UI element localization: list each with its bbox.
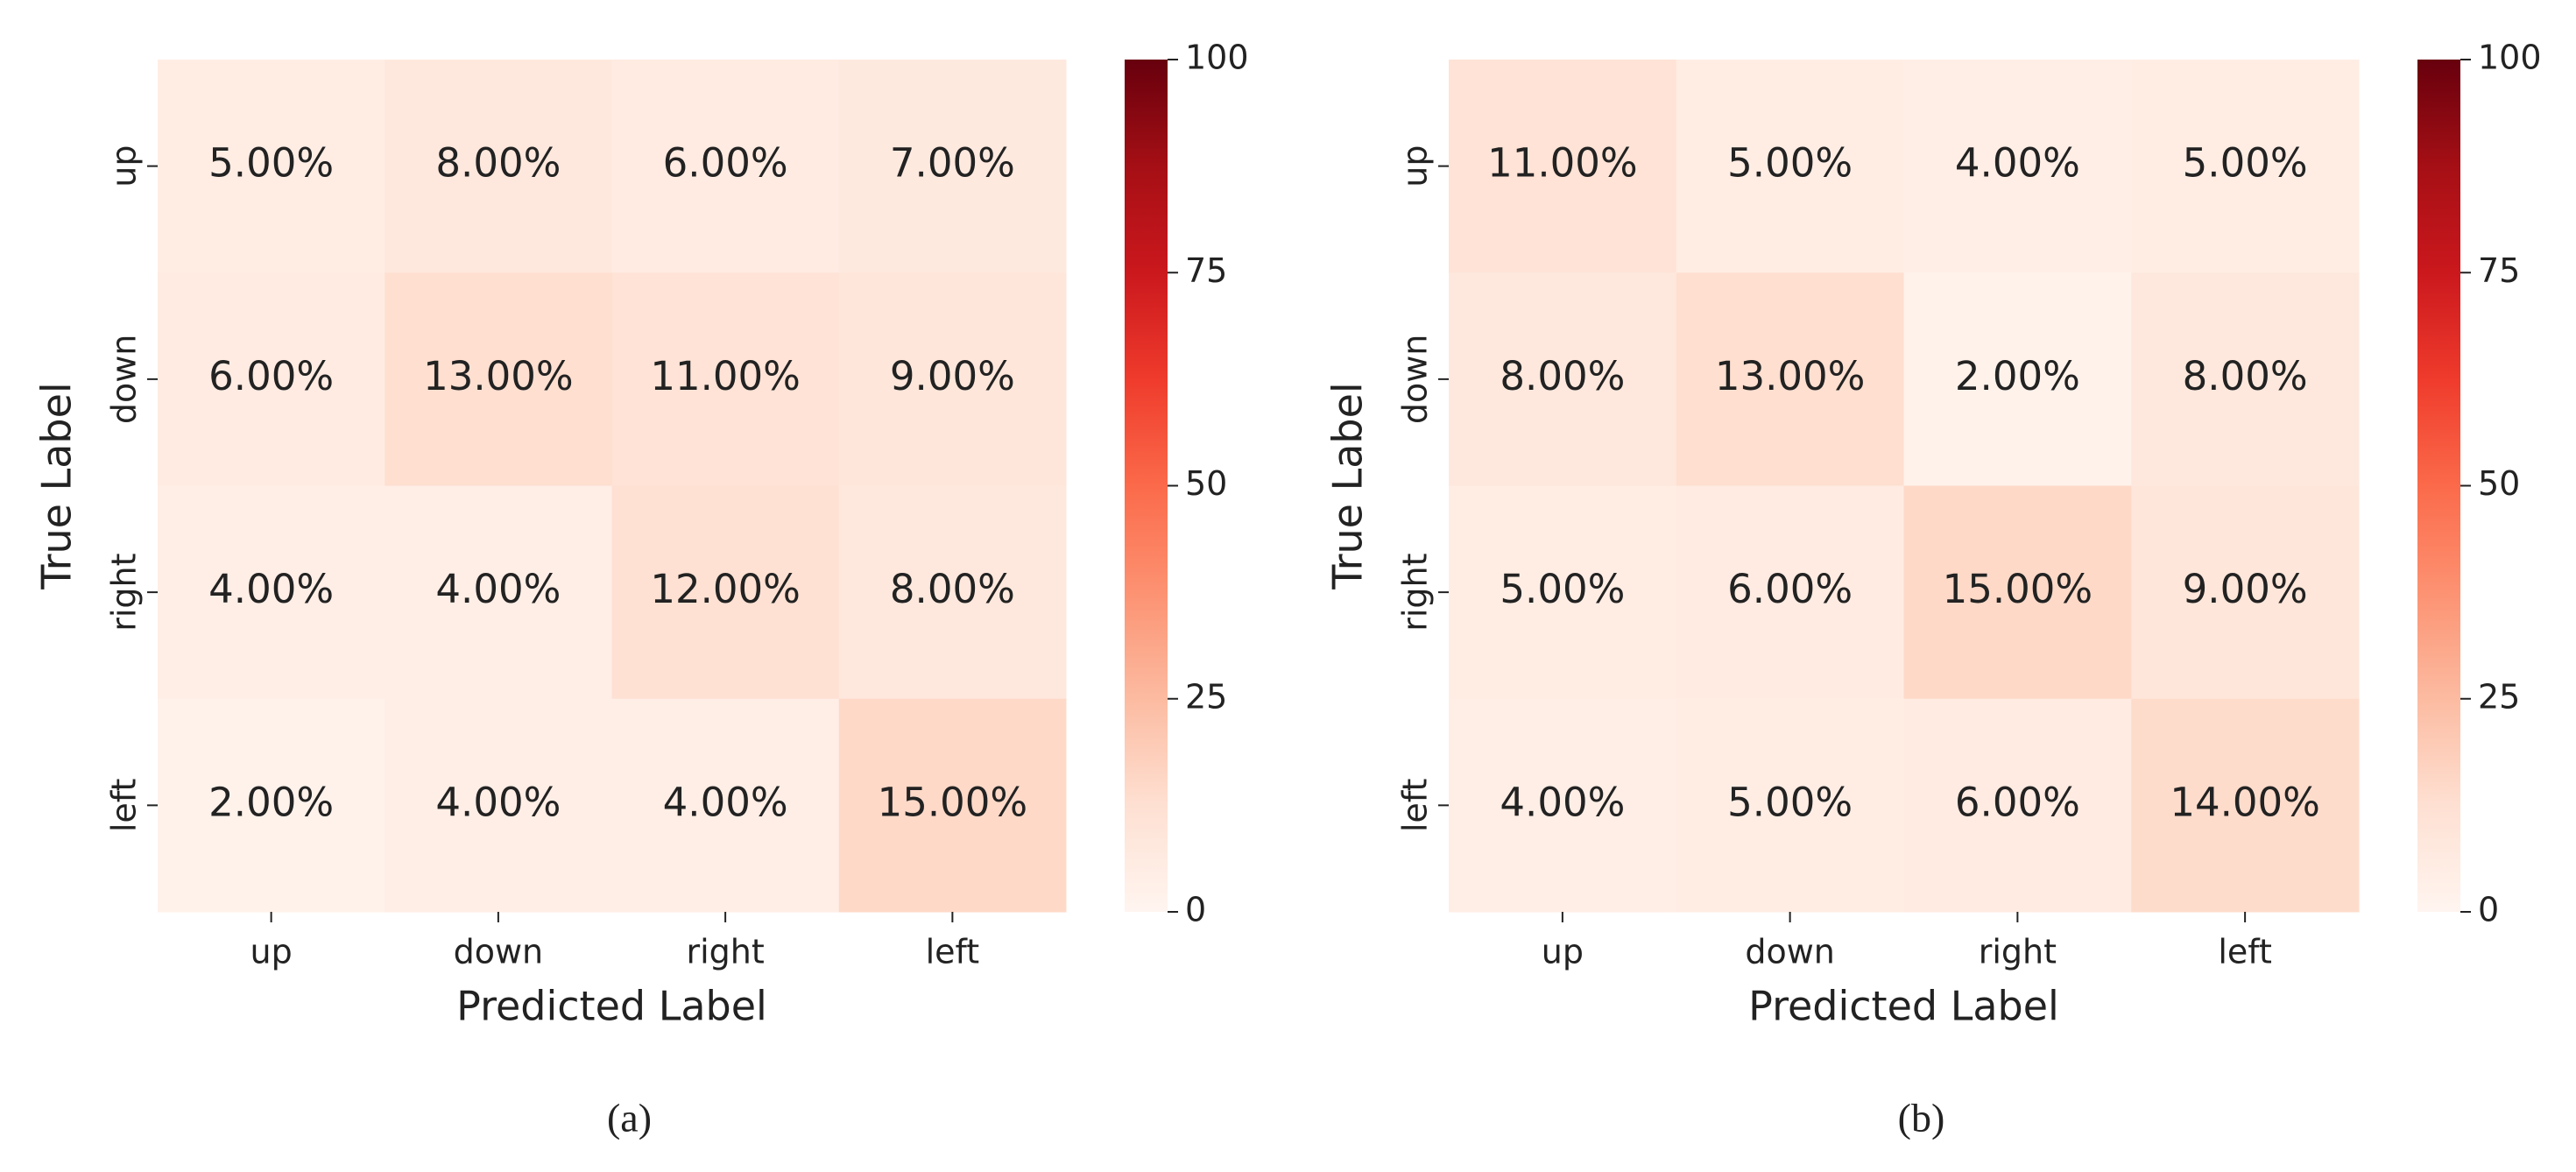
- colorbar-tick-label: 0: [2478, 891, 2499, 929]
- heatmap-cell: [385, 485, 612, 700]
- cell-label: 8.00%: [1500, 353, 1625, 399]
- cell-label: 6.00%: [208, 353, 334, 399]
- heatmap-cell: [2131, 60, 2360, 273]
- x-tick-label: down: [454, 933, 544, 971]
- cell-label: 11.00%: [650, 353, 801, 399]
- cell-label: 6.00%: [663, 140, 788, 187]
- cell-label: 4.00%: [1500, 779, 1625, 825]
- heatmap-cell: [1903, 485, 2132, 700]
- cell-label: 6.00%: [1727, 566, 1853, 612]
- heatmap-cell: [158, 485, 385, 700]
- heatmap-cell: [158, 272, 385, 486]
- heatmap-cell: [1449, 272, 1677, 486]
- heatmap-cell: [1676, 60, 1904, 273]
- colorbar-tick-label: 25: [2478, 677, 2520, 716]
- cell-label: 7.00%: [890, 140, 1015, 187]
- cell-label: 15.00%: [878, 779, 1028, 825]
- heatmap-cell: [385, 698, 612, 913]
- colorbar-tick-label: 75: [1185, 251, 1227, 290]
- y-axis-label: True Label: [1324, 382, 1372, 590]
- heatmap-cell: [1903, 272, 2132, 486]
- heatmap-cell: [611, 272, 840, 486]
- cell-label: 14.00%: [2170, 779, 2320, 825]
- y-tick-label: left: [105, 779, 144, 833]
- heatmap-cell: [158, 698, 385, 913]
- cell-label: 15.00%: [1943, 566, 2093, 612]
- x-tick-label: left: [2218, 933, 2272, 971]
- cell-label: 8.00%: [2183, 353, 2308, 399]
- heatmap-cell: [838, 698, 1067, 913]
- cell-label: 9.00%: [890, 353, 1015, 399]
- colorbar-tick-label: 0: [1185, 891, 1206, 929]
- cell-label: 12.00%: [650, 566, 801, 612]
- y-tick-label: down: [105, 335, 144, 425]
- cell-label: 6.00%: [1955, 779, 2080, 825]
- heatmap-cell: [611, 60, 840, 273]
- cell-label: 13.00%: [423, 353, 574, 399]
- cell-label: 5.00%: [1500, 566, 1625, 612]
- x-axis-label: Predicted Label: [1748, 983, 2059, 1030]
- y-tick-label: down: [1396, 335, 1435, 425]
- cell-label: 4.00%: [1955, 140, 2080, 187]
- colorbar-tick-label: 50: [2478, 464, 2520, 503]
- cell-label: 11.00%: [1487, 140, 1638, 187]
- y-tick-label: up: [1396, 145, 1435, 187]
- heatmap-cell: [1676, 698, 1904, 913]
- y-tick-label: left: [1396, 779, 1435, 833]
- heatmap-cell: [611, 698, 840, 913]
- heatmap-cell: [838, 60, 1067, 273]
- heatmap-cell: [1903, 698, 2132, 913]
- x-tick-label: left: [926, 933, 980, 971]
- caption: (b): [1898, 1096, 1945, 1140]
- y-axis-label: True Label: [33, 382, 81, 590]
- cell-label: 4.00%: [435, 779, 561, 825]
- heatmap-cell: [1449, 485, 1677, 700]
- heatmap-cell: [838, 272, 1067, 486]
- x-tick-label: right: [1979, 933, 2057, 971]
- heatmap-cell: [158, 60, 385, 273]
- colorbar-tick-label: 100: [1185, 39, 1249, 77]
- cell-label: 2.00%: [208, 779, 334, 825]
- cell-label: 5.00%: [1727, 779, 1853, 825]
- x-tick-label: right: [686, 933, 764, 971]
- cell-label: 4.00%: [663, 779, 788, 825]
- colorbar-tick-label: 25: [1185, 677, 1227, 716]
- y-tick-label: right: [105, 553, 144, 631]
- heatmap-cell: [385, 60, 612, 273]
- heatmap-cell: [838, 485, 1067, 700]
- heatmap-cell: [2131, 485, 2360, 700]
- cell-label: 5.00%: [208, 140, 334, 187]
- heatmap-cell: [1449, 60, 1677, 273]
- x-tick-label: up: [1542, 933, 1584, 971]
- cell-label: 13.00%: [1715, 353, 1866, 399]
- colorbar: [2417, 60, 2460, 912]
- heatmap-cell: [1676, 272, 1904, 486]
- heatmap-cell: [1449, 698, 1677, 913]
- y-tick-label: up: [105, 145, 144, 187]
- cell-label: 9.00%: [2183, 566, 2308, 612]
- caption: (a): [607, 1096, 652, 1140]
- heatmap-cell: [1903, 60, 2132, 273]
- heatmap-cell: [2131, 272, 2360, 486]
- heatmap-cell: [611, 485, 840, 700]
- y-tick-label: right: [1396, 553, 1435, 631]
- cell-label: 4.00%: [435, 566, 561, 612]
- colorbar-tick-label: 100: [2478, 39, 2542, 77]
- heatmap-cell: [1676, 485, 1904, 700]
- colorbar-tick-label: 50: [1185, 464, 1227, 503]
- heatmap-cell: [385, 272, 612, 486]
- x-tick-label: down: [1745, 933, 1835, 971]
- heatmap-cell: [2131, 698, 2360, 913]
- cell-label: 5.00%: [2183, 140, 2308, 187]
- x-tick-label: up: [251, 933, 293, 971]
- cell-label: 8.00%: [890, 566, 1015, 612]
- cell-label: 4.00%: [208, 566, 334, 612]
- colorbar: [1125, 60, 1168, 912]
- cell-label: 5.00%: [1727, 140, 1853, 187]
- colorbar-tick-label: 75: [2478, 251, 2520, 290]
- x-axis-label: Predicted Label: [456, 983, 767, 1030]
- cell-label: 8.00%: [435, 140, 561, 187]
- cell-label: 2.00%: [1955, 353, 2080, 399]
